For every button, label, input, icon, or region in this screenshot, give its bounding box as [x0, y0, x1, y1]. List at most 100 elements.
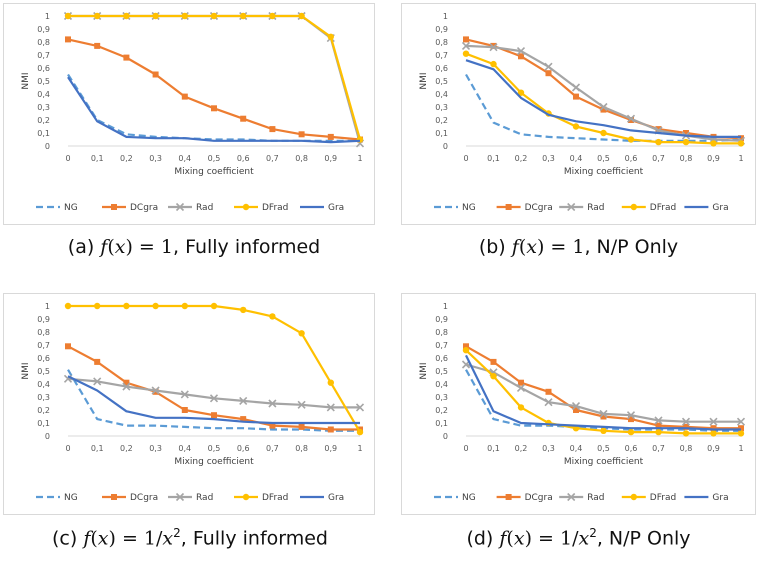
chart-d-series-dcgra-point — [710, 425, 717, 432]
chart-b-series-dfrad-point — [627, 136, 635, 143]
chart-b-series-dcgra-point — [490, 42, 497, 49]
chart-c-series-dfrad-point — [356, 428, 364, 436]
chart-c-legend-ng-label: NG — [64, 493, 78, 503]
chart-d-svg: 0 0,1 0,2 0,3 0,4 0,5 0,6 0,7 0,8 0,9 1 0 0,1 0,2 0,3 0… — [419, 302, 746, 503]
chart-b-y-tick-label: 0,3 — [435, 103, 448, 112]
chart-b-series-rad-point — [544, 62, 553, 71]
chart-c-x-tick-label: 0,7 — [266, 444, 279, 453]
chart-c-series-dfrad-point — [210, 302, 218, 310]
chart-b-x-tick-label: 0,9 — [707, 154, 720, 163]
caption-c-formula: f — [83, 527, 91, 550]
chart-b-series-dfrad-point — [710, 140, 717, 147]
chart-c-series-dcgra-point — [269, 422, 276, 429]
chart-a-series-rad-line — [68, 14, 362, 144]
chart-b-series-dfrad-point — [600, 129, 607, 137]
chart-a-y-tick-label: 0,3 — [37, 103, 50, 112]
caption-a-formula: f — [100, 236, 108, 258]
chart-a-x-tick-label: 0,2 — [120, 154, 133, 163]
chart-b-svg: 0 0,1 0,2 0,3 0,4 0,5 0,6 0,7 0,8 0,9 1 0 0,1 0,2 0,3 0… — [419, 12, 746, 213]
chart-d-series-dcgra-point — [738, 425, 744, 432]
chart-c-legend-dfrad-label: DFrad — [262, 493, 288, 503]
chart-b-series-rad-point — [626, 114, 636, 123]
chart-b-y-tick-label: 0,1 — [435, 129, 448, 138]
chart-d-series-dcgra-point — [518, 379, 524, 386]
chart-d-x-tick-label: 0,6 — [625, 444, 638, 453]
chart-c-y-tick-label: 0 — [45, 432, 50, 441]
chart-b-legend-ng-label: NG — [462, 203, 476, 213]
chart-d-series-dcgra-point — [600, 413, 607, 420]
chart-a-series-dfrad-point — [210, 12, 218, 20]
caption-b-text: , N/P Only — [584, 236, 679, 258]
chart-c-legend-rad-label: Rad — [196, 493, 213, 503]
chart-c-series-dcgra-point — [94, 358, 101, 365]
chart-d-legend-ng-label: NG — [462, 493, 476, 503]
chart-c-series-dcgra-point — [211, 412, 217, 419]
chart-c-x-tick-label: 0,1 — [91, 444, 104, 453]
chart-c-legend-rad-marker — [175, 492, 185, 502]
chart-a-series-dcgra-point — [211, 105, 217, 112]
chart-a-x-tick-label: 0,9 — [324, 154, 337, 163]
chart-c-x-axis-title: Mixing coefficient — [174, 457, 254, 467]
caption-d-formula: f — [499, 527, 507, 550]
chart-c-y-axis-title: NMI — [21, 362, 31, 379]
chart-d-x-tick-label: 0 — [463, 444, 468, 453]
chart-c-x-tick-label: 1 — [357, 444, 362, 453]
chart-d-series-dcgra-point — [655, 422, 662, 429]
chart-b-series-rad-point — [516, 47, 526, 56]
chart-a-series-dcgra-point — [240, 115, 247, 122]
chart-b-y-tick-label: 0,2 — [435, 116, 448, 125]
chart-d-series-rad-point — [516, 383, 526, 392]
chart-c-y-tick-label: 0,2 — [37, 406, 50, 415]
chart-c-y-tick-label: 0,4 — [37, 380, 50, 389]
chart-d-legend-gra-label: Gra — [712, 493, 728, 503]
chart-b-y-tick-label: 0,6 — [435, 64, 448, 73]
chart-b-x-tick-label: 0,4 — [570, 154, 583, 163]
chart-a-series-dfrad-point — [123, 12, 130, 20]
chart-a-series-dcgra-point — [181, 93, 188, 100]
chart-c-series-rad-line — [67, 377, 360, 409]
chart-a-series-dfrad-point — [152, 12, 159, 20]
chart-d-y-tick-label: 0 — [443, 432, 448, 441]
chart-b-y-tick-label: 0,8 — [435, 38, 448, 47]
chart-a-y-tick-label: 0,2 — [37, 116, 50, 125]
chart-a-series-dcgra-point — [65, 36, 71, 43]
chart-a-series-gra-line — [67, 76, 361, 144]
chart-c-legend-dcgra-marker — [111, 494, 117, 500]
chart-d-series-rad-point — [681, 417, 691, 426]
chart-c-series-rad-point — [355, 403, 365, 412]
chart-a-series-dcgra-point — [94, 42, 101, 49]
chart-c-x-tick-label: 0,4 — [178, 444, 191, 453]
chart-c-series-rad-point — [209, 394, 219, 403]
chart-a-y-tick-label: 0,9 — [37, 25, 50, 34]
chart-a-series-dfrad-point — [327, 33, 334, 40]
chart-c-series-rad-point — [297, 400, 306, 409]
chart-a-series-dfrad-point — [64, 12, 72, 20]
chart-b-series-rad-line — [465, 44, 742, 142]
caption-a: (a) f(x) = 1, Fully informed — [67, 236, 321, 258]
chart-c-y-tick-label: 0,8 — [37, 328, 50, 337]
chart-b-legend-rad-label: Rad — [587, 203, 604, 213]
chart-d-legend-dcgra-marker — [505, 494, 512, 500]
chart-d-series-dfrad-point — [490, 373, 497, 380]
chart-c-series-dfrad-point — [94, 302, 101, 310]
chart-d-x-tick-label: 0,8 — [680, 444, 693, 453]
chart-a-x-tick-label: 0,5 — [208, 154, 221, 163]
chart-c-series-dfrad-point — [181, 302, 188, 310]
chart-a-x-tick-label: 0,8 — [295, 154, 308, 163]
chart-d-series-dcgra-point — [683, 423, 689, 430]
chart-d-legend-rad-marker — [567, 492, 576, 502]
chart-b-legend-dfrad-label: DFrad — [650, 203, 676, 213]
caption-c: (c) f(x) = 1/x2, Fully informed — [51, 526, 328, 550]
chart-c-x-tick-label: 0,9 — [324, 444, 337, 453]
chart-b-series-dcgra-point — [545, 70, 552, 77]
caption-b-label: (b) — [478, 236, 506, 258]
chart-a-svg: 0 0,1 0,2 0,3 0,4 0,5 0,6 0,7 0,8 0,9 1 0 0,1 0,2 0,3 0… — [21, 11, 365, 213]
chart-b-series-dcgra-line — [465, 38, 742, 140]
chart-a-y-axis-title: NMI — [21, 72, 31, 89]
chart-c-y-tick-label: 0,5 — [37, 367, 50, 376]
chart-d-y-tick-label: 0,2 — [435, 406, 448, 415]
chart-d-y-tick-label: 1 — [443, 302, 448, 311]
chart-a-legend-rad-marker — [175, 202, 185, 212]
chart-c-y-tick-label: 1 — [45, 302, 50, 311]
chart-c-series-dcgra-point — [181, 407, 188, 413]
